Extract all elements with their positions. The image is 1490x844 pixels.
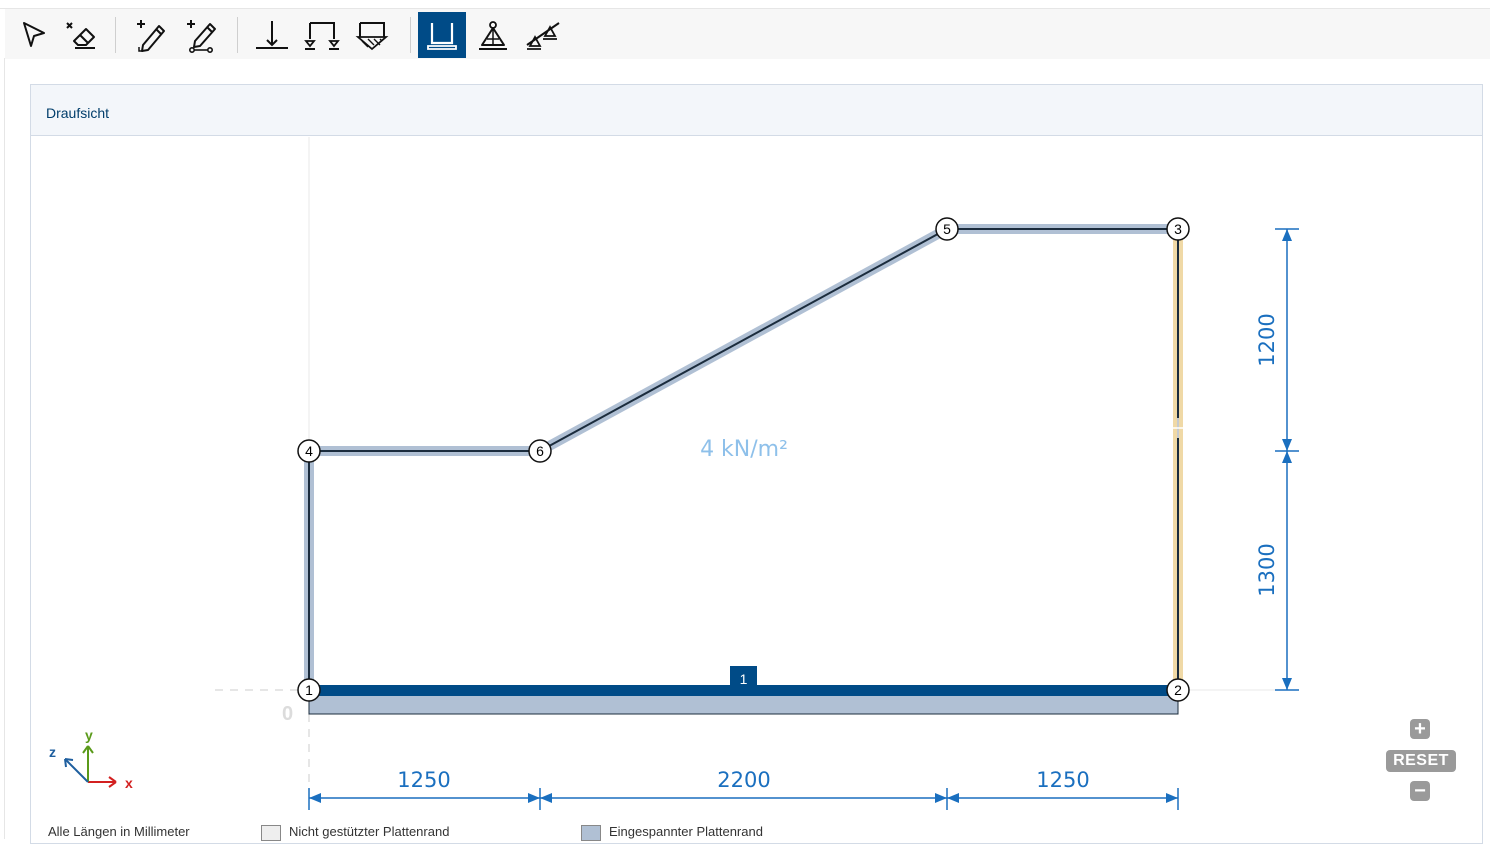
top-divider (0, 8, 1490, 9)
origin-label: 0 (282, 703, 293, 725)
member-label-box[interactable] (730, 666, 757, 688)
select-arrow-icon (23, 22, 45, 47)
fixed-support-tool-button[interactable] (348, 12, 396, 58)
svg-text:x: x (125, 775, 133, 791)
slab-centerline (308, 228, 1179, 690)
legend-free-edge-text: Nicht gestützter Plattenrand (289, 824, 450, 839)
dimension-label: 2200 (717, 768, 770, 792)
horizontal-dimension (308, 788, 1179, 810)
node-1[interactable]: 1 (297, 678, 321, 702)
toolbar-separator (115, 17, 116, 53)
pencil-node-icon (187, 20, 216, 53)
left-divider (4, 58, 5, 839)
eraser-icon (66, 22, 95, 49)
node-2[interactable]: 2 (1166, 678, 1190, 702)
slab-edge-tool-button[interactable] (418, 12, 466, 58)
zoom-out-button[interactable]: − (1410, 781, 1430, 801)
beam-support-icon (526, 22, 560, 50)
svg-text:y: y (85, 727, 93, 743)
point-support-icon (479, 21, 507, 50)
dimension-label: 1200 (1255, 313, 1279, 366)
axis-triad: x y z (49, 727, 133, 791)
zoom-in-button[interactable]: + (1410, 719, 1430, 739)
add-edge-tool-button[interactable] (127, 12, 175, 58)
svg-text:2: 2 (1174, 682, 1182, 698)
toolbar (5, 9, 1490, 59)
svg-text:4: 4 (305, 443, 313, 459)
svg-text:6: 6 (536, 443, 544, 459)
legend-units-text: Alle Längen in Millimeter (48, 824, 190, 839)
zoom-reset-button[interactable]: RESET (1386, 750, 1456, 772)
point-support-tool-button[interactable] (469, 12, 517, 58)
node-4[interactable]: 4 (297, 439, 321, 463)
cursor-crosshair-icon (1168, 418, 1188, 438)
beam-support-tool-button[interactable] (519, 12, 567, 58)
hinge-support-tool-button[interactable] (298, 12, 346, 58)
area-load-label[interactable]: 4 kN/m² (700, 437, 788, 462)
panel-header: Draufsicht (31, 85, 1482, 136)
member-label: 1 (740, 671, 748, 687)
vertical-dimension (1275, 228, 1299, 691)
svg-text:1: 1 (305, 682, 313, 698)
line-support-icon (256, 21, 288, 49)
top-view-panel: Draufsicht (30, 84, 1483, 844)
dimension-label: 1300 (1255, 543, 1279, 596)
toolbar-separator (410, 17, 411, 53)
dimension-label: 1250 (397, 768, 450, 792)
fixed-support-icon (355, 22, 389, 51)
svg-text:3: 3 (1174, 221, 1182, 237)
svg-text:z: z (49, 744, 56, 760)
node-5[interactable]: 5 (935, 217, 959, 241)
select-tool-button[interactable] (10, 12, 58, 58)
panel-title: Draufsicht (46, 105, 110, 121)
dimension-label: 1250 (1036, 768, 1089, 792)
add-node-tool-button[interactable] (177, 12, 225, 58)
line-support-tool-button[interactable] (248, 12, 296, 58)
toolbar-separator (237, 17, 238, 53)
slab-edge-icon (427, 23, 457, 50)
hinge-support-icon (304, 22, 340, 50)
pencil-add-icon (137, 20, 165, 52)
node-3[interactable]: 3 (1166, 217, 1190, 241)
node-6[interactable]: 6 (528, 439, 552, 463)
legend-fixed-edge-text: Eingespannter Plattenrand (609, 824, 763, 839)
delete-tool-button[interactable] (57, 12, 105, 58)
svg-text:5: 5 (943, 221, 951, 237)
selected-edge[interactable] (309, 685, 1178, 696)
